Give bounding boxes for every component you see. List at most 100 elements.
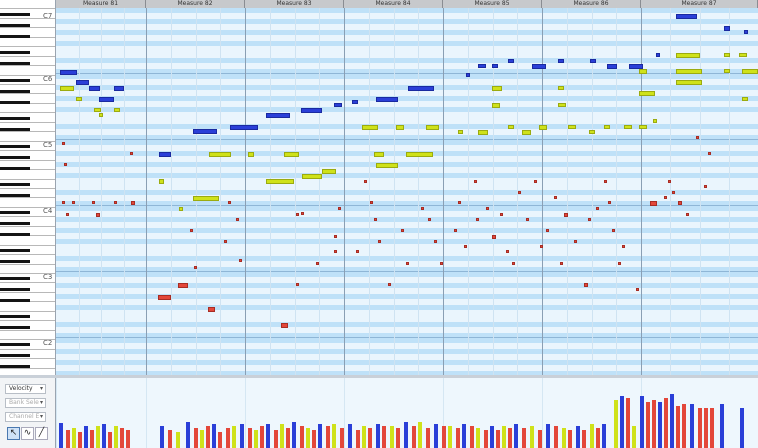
red-velocity-bar[interactable] bbox=[248, 428, 252, 448]
black-key[interactable] bbox=[0, 276, 30, 280]
red-note[interactable] bbox=[696, 136, 699, 139]
blue-velocity-bar[interactable] bbox=[348, 424, 352, 448]
yellow-note[interactable] bbox=[284, 152, 299, 157]
yellow-note[interactable] bbox=[724, 69, 730, 73]
red-velocity-bar[interactable] bbox=[470, 426, 474, 448]
white-key[interactable] bbox=[0, 76, 55, 86]
red-velocity-bar[interactable] bbox=[356, 430, 360, 448]
red-note[interactable] bbox=[239, 259, 242, 262]
blue-note[interactable] bbox=[114, 86, 124, 91]
white-key[interactable] bbox=[0, 170, 55, 180]
red-note[interactable] bbox=[428, 218, 431, 221]
blue-note[interactable] bbox=[76, 80, 89, 85]
red-note[interactable] bbox=[66, 213, 69, 216]
blue-velocity-bar[interactable] bbox=[240, 424, 244, 448]
black-key[interactable] bbox=[0, 144, 30, 148]
red-note[interactable] bbox=[208, 307, 215, 312]
red-note[interactable] bbox=[540, 245, 543, 248]
measure-header[interactable]: Measure 86 bbox=[542, 0, 641, 8]
red-note[interactable] bbox=[672, 191, 675, 194]
yellow-note[interactable] bbox=[676, 69, 702, 74]
red-note[interactable] bbox=[421, 207, 424, 210]
pane-splitter[interactable] bbox=[0, 375, 758, 378]
white-key[interactable] bbox=[0, 66, 55, 76]
red-note[interactable] bbox=[564, 213, 568, 217]
black-key[interactable] bbox=[0, 166, 30, 170]
yellow-note[interactable] bbox=[739, 53, 747, 57]
red-note[interactable] bbox=[604, 180, 607, 183]
yellow-note[interactable] bbox=[639, 69, 647, 74]
red-note[interactable] bbox=[678, 201, 682, 205]
yellow-note[interactable] bbox=[724, 53, 730, 57]
red-note[interactable] bbox=[704, 185, 707, 188]
red-velocity-bar[interactable] bbox=[108, 432, 112, 448]
red-velocity-bar[interactable] bbox=[538, 430, 542, 448]
blue-velocity-bar[interactable] bbox=[266, 424, 270, 448]
red-note[interactable] bbox=[534, 180, 537, 183]
white-key[interactable] bbox=[0, 208, 55, 218]
red-note[interactable] bbox=[228, 201, 231, 204]
blue-note[interactable] bbox=[376, 97, 398, 102]
red-note[interactable] bbox=[194, 266, 197, 269]
yellow-velocity-bar[interactable] bbox=[96, 426, 100, 448]
red-velocity-bar[interactable] bbox=[218, 432, 222, 448]
white-key[interactable] bbox=[0, 246, 55, 256]
yellow-velocity-bar[interactable] bbox=[176, 432, 180, 448]
red-velocity-bar[interactable] bbox=[426, 428, 430, 448]
blue-velocity-bar[interactable] bbox=[212, 424, 216, 448]
red-note[interactable] bbox=[608, 201, 611, 204]
red-velocity-bar[interactable] bbox=[704, 408, 708, 448]
red-note[interactable] bbox=[334, 235, 337, 238]
yellow-note[interactable] bbox=[558, 86, 564, 90]
red-note[interactable] bbox=[62, 142, 65, 145]
blue-velocity-bar[interactable] bbox=[84, 426, 88, 448]
red-velocity-bar[interactable] bbox=[300, 426, 304, 448]
black-key[interactable] bbox=[0, 89, 30, 93]
yellow-note[interactable] bbox=[492, 86, 502, 91]
measure-header[interactable]: Measure 85 bbox=[443, 0, 542, 8]
yellow-note[interactable] bbox=[742, 69, 758, 74]
red-velocity-bar[interactable] bbox=[664, 398, 668, 448]
blue-note[interactable] bbox=[558, 59, 564, 63]
red-note[interactable] bbox=[464, 245, 467, 248]
white-key[interactable] bbox=[0, 331, 55, 341]
red-velocity-bar[interactable] bbox=[522, 428, 526, 448]
red-note[interactable] bbox=[296, 283, 299, 286]
red-note[interactable] bbox=[114, 201, 117, 204]
white-key[interactable] bbox=[0, 321, 55, 331]
white-key[interactable] bbox=[0, 180, 55, 189]
yellow-velocity-bar[interactable] bbox=[476, 428, 480, 448]
yellow-velocity-bar[interactable] bbox=[332, 424, 336, 448]
select-tool-button[interactable]: ↖ bbox=[7, 427, 20, 440]
red-note[interactable] bbox=[492, 235, 496, 239]
black-key[interactable] bbox=[0, 194, 30, 197]
red-velocity-bar[interactable] bbox=[168, 430, 172, 448]
red-velocity-bar[interactable] bbox=[496, 430, 500, 448]
red-note[interactable] bbox=[668, 180, 671, 183]
white-key[interactable] bbox=[0, 19, 55, 29]
white-key[interactable] bbox=[0, 47, 55, 57]
red-note[interactable] bbox=[178, 283, 188, 288]
red-note[interactable] bbox=[364, 180, 367, 183]
red-note[interactable] bbox=[434, 240, 437, 243]
blue-velocity-bar[interactable] bbox=[576, 426, 580, 448]
blue-velocity-bar[interactable] bbox=[292, 422, 296, 448]
black-key[interactable] bbox=[0, 23, 30, 27]
measure-header[interactable]: Measure 81 bbox=[56, 0, 146, 8]
black-key[interactable] bbox=[0, 155, 30, 159]
blue-note[interactable] bbox=[89, 86, 100, 91]
blue-note[interactable] bbox=[266, 113, 290, 118]
white-key[interactable] bbox=[0, 227, 55, 237]
black-key[interactable] bbox=[0, 117, 30, 120]
black-key[interactable] bbox=[0, 51, 30, 54]
yellow-note[interactable] bbox=[114, 108, 120, 112]
white-key[interactable] bbox=[0, 274, 55, 284]
yellow-velocity-bar[interactable] bbox=[390, 426, 394, 448]
red-note[interactable] bbox=[406, 262, 409, 265]
blue-velocity-bar[interactable] bbox=[720, 404, 724, 448]
red-note[interactable] bbox=[512, 262, 515, 265]
yellow-note[interactable] bbox=[302, 174, 322, 179]
yellow-note[interactable] bbox=[396, 125, 404, 130]
red-note[interactable] bbox=[401, 229, 404, 232]
red-note[interactable] bbox=[622, 245, 625, 248]
